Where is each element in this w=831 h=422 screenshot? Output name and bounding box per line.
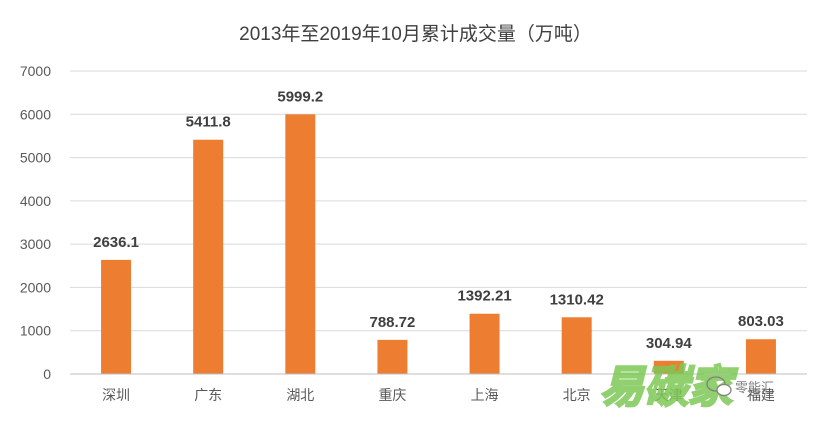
bar xyxy=(101,259,132,374)
grid-lines xyxy=(70,70,807,332)
y-tick-label: 3000 xyxy=(20,236,51,252)
x-tick-label: 福建 xyxy=(747,388,775,404)
watermark-brand-text: 易碳家 xyxy=(600,362,738,413)
y-tick-label: 2000 xyxy=(20,279,51,295)
data-label: 1392.21 xyxy=(457,288,511,305)
bar xyxy=(193,139,224,374)
bar xyxy=(377,339,408,374)
y-tick-label: 7000 xyxy=(20,63,51,79)
data-label: 803.03 xyxy=(738,313,784,330)
x-tick-label: 广东 xyxy=(194,388,222,404)
watermark-caption: 零能汇 xyxy=(735,381,774,396)
bar xyxy=(469,313,500,374)
x-tick-label: 深圳 xyxy=(102,388,130,404)
y-tick-label: 4000 xyxy=(20,193,51,209)
data-labels: 2636.1 5411.8 5999.2 788.72 1392.21 1310.42 30… xyxy=(93,88,784,351)
chart-title: 2013年至2019年10月累计成交量（万吨） xyxy=(239,23,592,45)
data-label: 1310.42 xyxy=(550,291,604,308)
y-tick-label: 5000 xyxy=(20,150,51,166)
x-tick-label: 天津 xyxy=(655,388,683,404)
watermark: 易碳家 零能汇 xyxy=(599,361,774,414)
y-tick-label: 1000 xyxy=(20,323,51,339)
y-axis-ticks: 0 1000 2000 3000 4000 5000 6000 7000 xyxy=(20,63,51,382)
bars xyxy=(101,114,776,374)
bar xyxy=(285,114,316,374)
x-tick-label: 北京 xyxy=(563,388,591,404)
y-tick-label: 6000 xyxy=(20,106,51,122)
x-axis-ticks: 深圳 广东 湖北 重庆 上海 北京 天津 福建 xyxy=(102,388,775,404)
wechat-icon xyxy=(706,376,732,397)
bar xyxy=(745,339,776,374)
x-tick-label: 湖北 xyxy=(286,388,314,404)
data-label: 5999.2 xyxy=(277,88,323,105)
data-label: 2636.1 xyxy=(93,234,139,251)
bar xyxy=(653,360,684,374)
bar xyxy=(561,317,592,374)
data-label: 5411.8 xyxy=(186,114,231,131)
y-tick-label: 0 xyxy=(43,366,51,382)
x-tick-label: 上海 xyxy=(471,388,499,404)
data-label: 304.94 xyxy=(646,335,693,352)
x-tick-label: 重庆 xyxy=(378,388,406,404)
data-label: 788.72 xyxy=(369,314,415,331)
